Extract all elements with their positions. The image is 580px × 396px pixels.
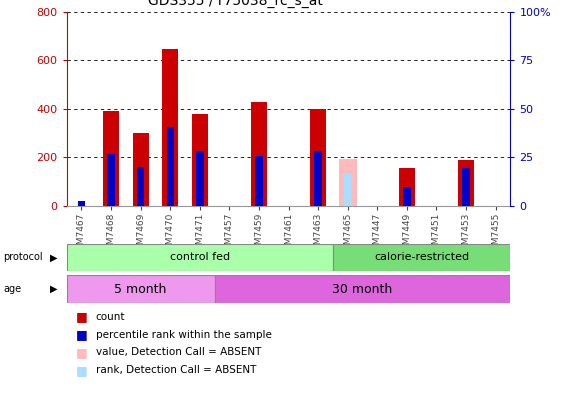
Text: percentile rank within the sample: percentile rank within the sample <box>96 329 271 340</box>
Text: ■: ■ <box>75 364 87 377</box>
Bar <box>462 168 470 206</box>
Text: 5 month: 5 month <box>114 283 167 295</box>
Bar <box>103 111 119 206</box>
Bar <box>191 114 208 206</box>
Text: count: count <box>96 312 125 322</box>
Bar <box>339 159 357 206</box>
Bar <box>215 275 510 303</box>
Text: rank, Detection Call = ABSENT: rank, Detection Call = ABSENT <box>96 365 256 375</box>
Bar <box>166 127 174 206</box>
Bar <box>196 151 204 206</box>
Text: protocol: protocol <box>3 252 42 263</box>
Text: age: age <box>3 284 21 294</box>
Bar <box>67 244 333 271</box>
Bar <box>137 167 144 206</box>
Bar <box>398 168 415 206</box>
Text: ▶: ▶ <box>50 284 58 294</box>
Bar <box>78 201 85 206</box>
Text: ▶: ▶ <box>50 252 58 263</box>
Text: 30 month: 30 month <box>332 283 393 295</box>
Bar <box>251 102 267 206</box>
Bar <box>458 160 474 206</box>
Bar <box>132 133 149 206</box>
Text: calorie-restricted: calorie-restricted <box>374 252 469 263</box>
Text: ■: ■ <box>75 346 87 359</box>
Bar <box>333 244 510 271</box>
Title: GDS355 / r75038_rc_s_at: GDS355 / r75038_rc_s_at <box>148 0 322 8</box>
Bar <box>67 275 215 303</box>
Bar <box>403 187 411 206</box>
Bar <box>344 174 351 206</box>
Bar <box>314 151 322 206</box>
Bar <box>310 109 327 206</box>
Text: ■: ■ <box>75 310 87 323</box>
Text: ■: ■ <box>75 328 87 341</box>
Bar <box>255 156 263 206</box>
Bar <box>162 50 179 206</box>
Bar <box>107 154 115 206</box>
Text: control fed: control fed <box>170 252 230 263</box>
Text: value, Detection Call = ABSENT: value, Detection Call = ABSENT <box>96 347 261 358</box>
